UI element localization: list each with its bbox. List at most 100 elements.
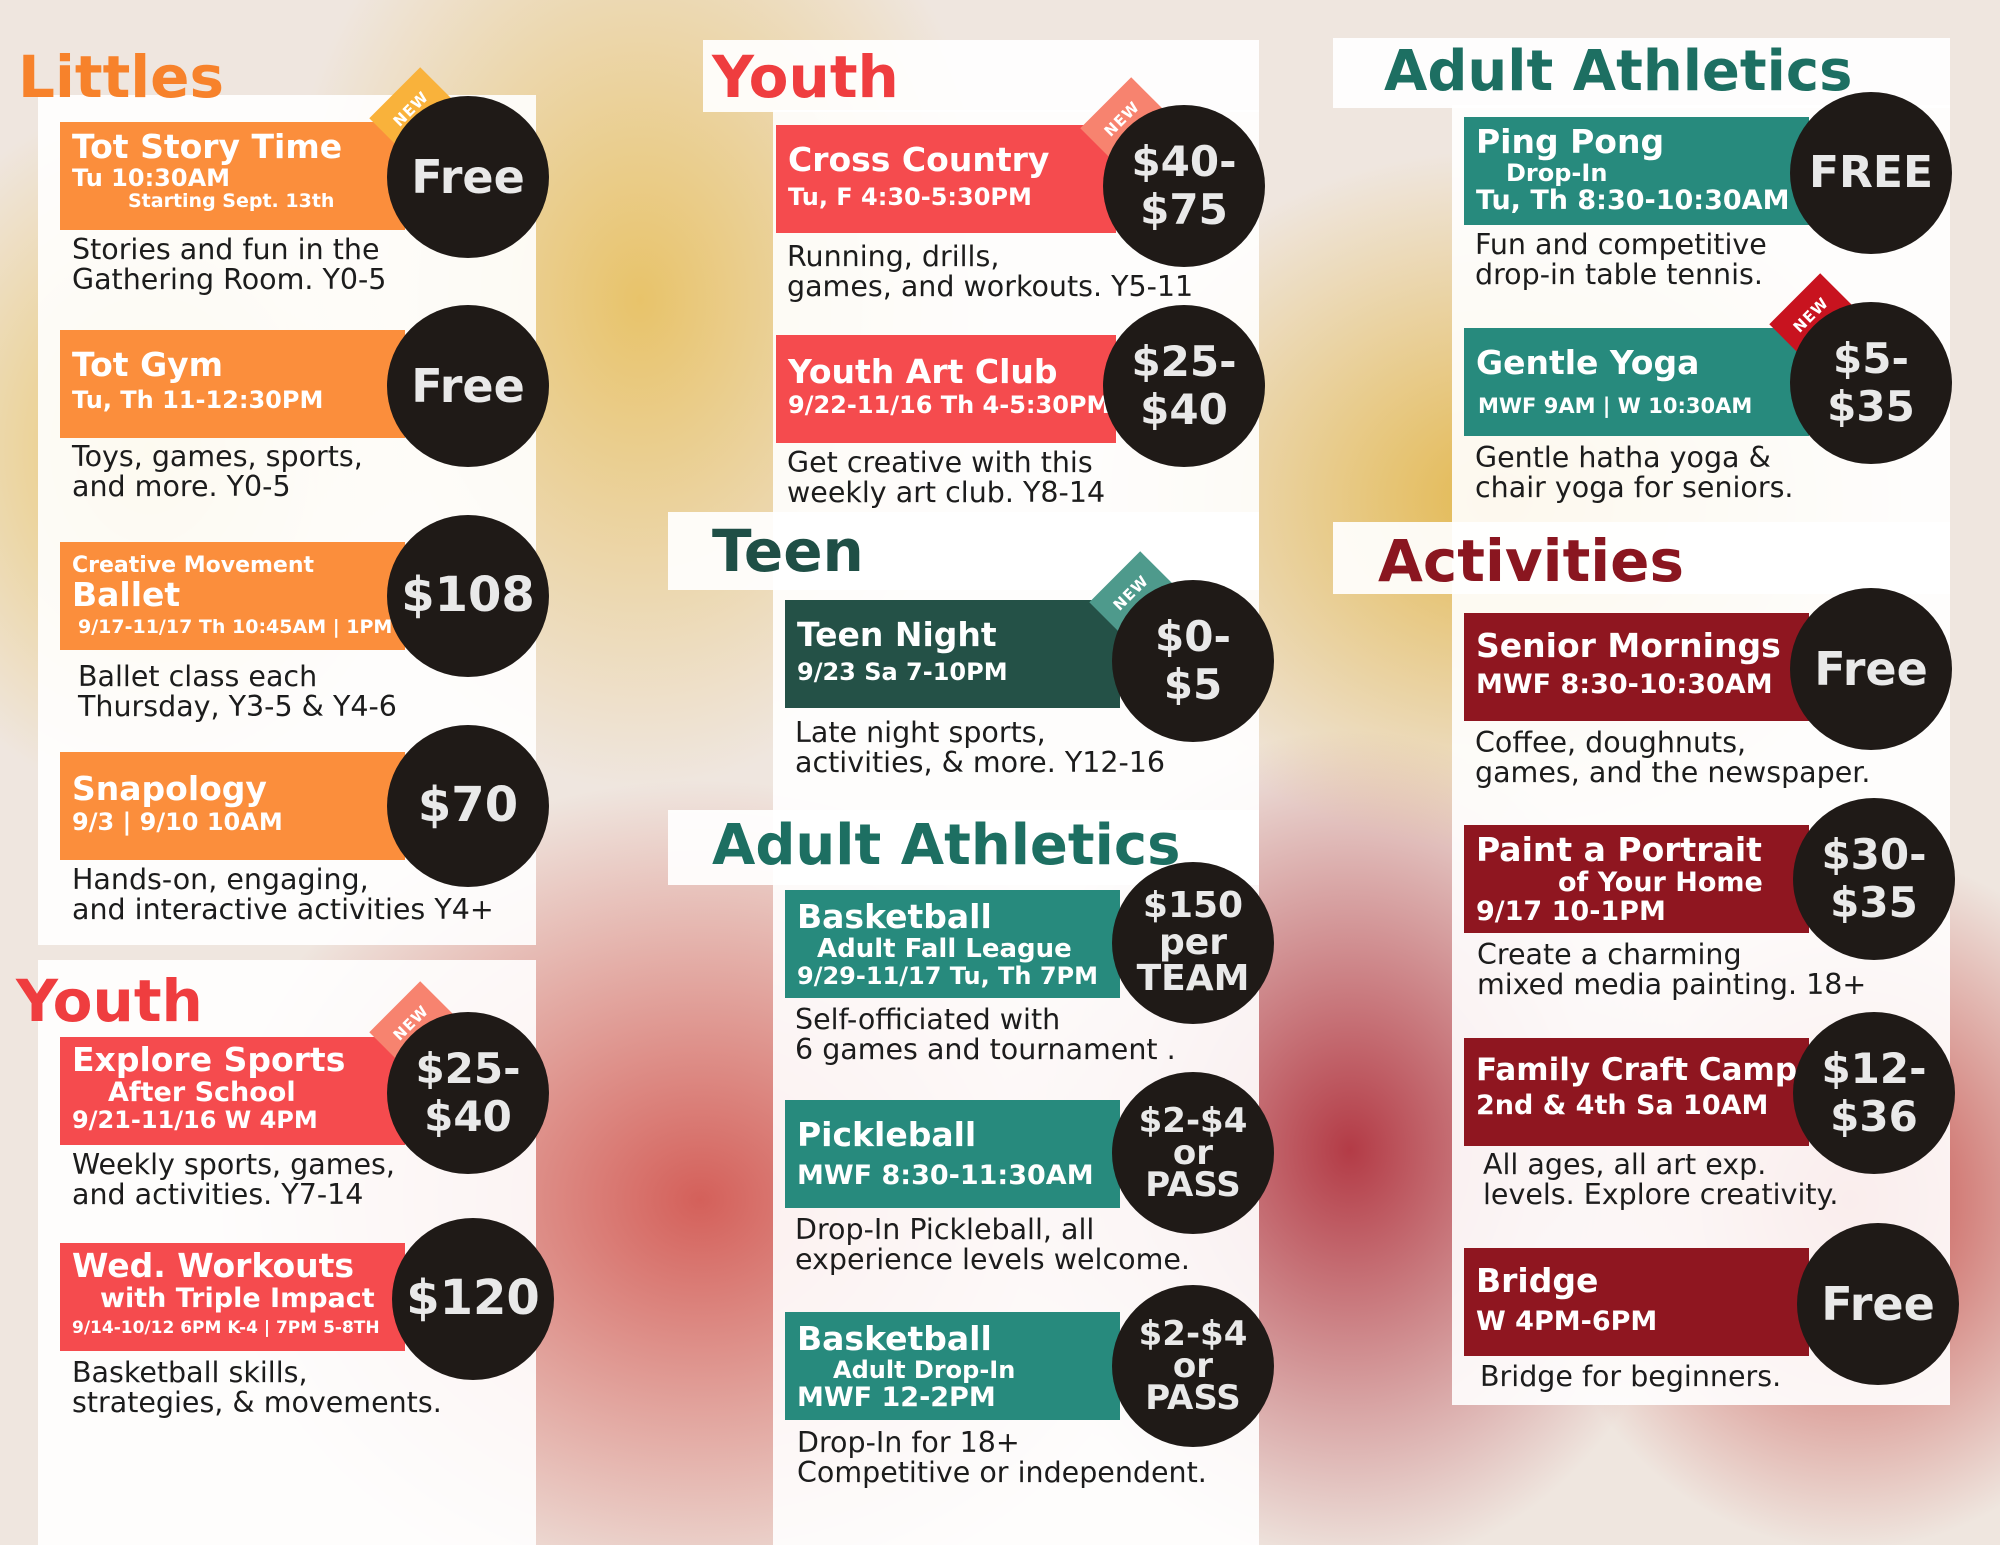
program-bar-ballet[interactable]: Creative Movement Ballet 9/17-11/17 Th 1…: [60, 542, 405, 650]
program-time: 9/22-11/16 Th 4-5:30PM: [788, 390, 1111, 419]
program-description: Late night sports, activities, & more. Y…: [795, 716, 1166, 780]
program-title: Ping Pong: [1476, 122, 1665, 161]
program-description: Basketball skills, strategies, & movemen…: [72, 1356, 442, 1420]
program-subtitle: of Your Home: [1558, 866, 1763, 898]
program-description: Stories and fun in the Gathering Room. Y…: [72, 233, 387, 297]
program-time: MWF 12-2PM: [797, 1382, 996, 1414]
program-time: MWF 9AM | W 10:30AM: [1478, 393, 1753, 418]
program-bar-gentle-yoga[interactable]: Gentle Yoga MWF 9AM | W 10:30AM: [1464, 328, 1809, 436]
program-description: Gentle hatha yoga & chair yoga for senio…: [1475, 441, 1794, 505]
program-title: Basketball: [797, 1319, 992, 1358]
price-circle: $120: [392, 1218, 554, 1380]
program-time: 9/23 Sa 7-10PM: [797, 657, 1008, 686]
program-subtitle: Adult Fall League: [817, 933, 1072, 964]
program-bar-explore-sports[interactable]: Explore Sports After School 9/21-11/16 W…: [60, 1037, 405, 1145]
program-bar-family-craft-camp[interactable]: Family Craft Camp 2nd & 4th Sa 10AM: [1464, 1038, 1809, 1146]
program-description: Coffee, doughnuts, games, and the newspa…: [1475, 726, 1871, 790]
program-description: All ages, all art exp. levels. Explore c…: [1483, 1148, 1839, 1212]
heading-bg-youth: [703, 40, 1259, 112]
price-circle: $30- $35: [1793, 798, 1955, 960]
program-description: Fun and competitive drop-in table tennis…: [1475, 228, 1767, 292]
heading-littles: Littles: [18, 43, 225, 111]
program-description: Bridge for beginners.: [1480, 1360, 1782, 1393]
program-title: Gentle Yoga: [1476, 343, 1700, 382]
heading-youth-left: Youth: [16, 967, 203, 1035]
program-bar-tot-gym[interactable]: Tot Gym Tu, Th 11-12:30PM: [60, 330, 405, 438]
price-circle: $0- $5: [1112, 580, 1274, 742]
program-description: Create a charming mixed media painting. …: [1477, 938, 1867, 1002]
program-title: Bridge: [1476, 1261, 1599, 1300]
program-description: Running, drills, games, and workouts. Y5…: [787, 240, 1194, 304]
price-circle: Free: [387, 96, 549, 258]
price-circle: Free: [387, 305, 549, 467]
program-time: 9/3 | 9/10 10AM: [72, 807, 283, 836]
program-bar-snapology[interactable]: Snapology 9/3 | 9/10 10AM: [60, 752, 405, 860]
program-bar-basketball-league[interactable]: Basketball Adult Fall League 9/29-11/17 …: [785, 890, 1120, 998]
program-bar-senior-mornings[interactable]: Senior Mornings MWF 8:30-10:30AM: [1464, 613, 1809, 721]
price-circle: $2-$4 or PASS: [1112, 1285, 1274, 1447]
program-bar-teen-night[interactable]: Teen Night 9/23 Sa 7-10PM: [785, 600, 1120, 708]
price-circle: $2-$4 or PASS: [1112, 1072, 1274, 1234]
program-bar-pickleball[interactable]: Pickleball MWF 8:30-11:30AM: [785, 1100, 1120, 1208]
program-description: Get creative with this weekly art club. …: [787, 446, 1106, 510]
program-subtitle: with Triple Impact: [100, 1282, 375, 1314]
program-title: Family Craft Camp: [1476, 1052, 1798, 1088]
program-bar-youth-art-club[interactable]: Youth Art Club 9/22-11/16 Th 4-5:30PM: [776, 335, 1116, 443]
program-title: Pickleball: [797, 1115, 977, 1154]
program-description: Ballet class each Thursday, Y3-5 & Y4-6: [78, 660, 397, 724]
program-time: Tu, Th 11-12:30PM: [72, 385, 324, 414]
price-circle: $108: [387, 515, 549, 677]
heading-adult-athletics-right: Adult Athletics: [1384, 39, 1853, 104]
program-subtitle: Adult Drop-In: [833, 1355, 1016, 1384]
program-title: Senior Mornings: [1476, 626, 1781, 665]
program-time: 9/21-11/16 W 4PM: [72, 1106, 318, 1135]
program-subtitle: After School: [108, 1076, 296, 1108]
program-time: W 4PM-6PM: [1476, 1305, 1658, 1337]
program-time: 9/17-11/17 Th 10:45AM | 1PM: [78, 615, 393, 638]
program-description: Hands-on, engaging, and interactive acti…: [72, 863, 494, 927]
program-title: Youth Art Club: [788, 352, 1058, 391]
price-circle: FREE: [1790, 92, 1952, 254]
program-bar-ping-pong[interactable]: Ping Pong Drop-In Tu, Th 8:30-10:30AM: [1464, 117, 1809, 225]
price-circle: Free: [1790, 588, 1952, 750]
program-bar-wed-workouts[interactable]: Wed. Workouts with Triple Impact 9/14-10…: [60, 1243, 405, 1351]
price-circle: $25- $40: [387, 1012, 549, 1174]
program-description: Self-officiated with 6 games and tournam…: [795, 1003, 1176, 1067]
program-time: Tu 10:30AM: [72, 163, 231, 192]
program-title: Ballet: [72, 575, 181, 615]
program-title: Paint a Portrait: [1476, 830, 1762, 869]
program-time: MWF 8:30-11:30AM: [797, 1159, 1094, 1191]
program-bar-paint-portrait[interactable]: Paint a Portrait of Your Home 9/17 10-1P…: [1464, 825, 1809, 933]
program-pretitle: Creative Movement: [72, 553, 315, 578]
program-start: Starting Sept. 13th: [128, 190, 335, 213]
program-bar-tot-story-time[interactable]: Tot Story Time Tu 10:30AM Starting Sept.…: [60, 122, 405, 230]
price-circle: $70: [387, 725, 549, 887]
program-bar-cross-country[interactable]: Cross Country Tu, F 4:30-5:30PM: [776, 125, 1116, 233]
heading-bg-activities: [1333, 522, 1950, 594]
price-circle: $5- $35: [1790, 302, 1952, 464]
program-time: 9/17 10-1PM: [1476, 896, 1666, 928]
program-time: Tu, F 4:30-5:30PM: [788, 182, 1032, 211]
program-title: Tot Story Time: [72, 127, 343, 166]
program-bar-basketball-dropin[interactable]: Basketball Adult Drop-In MWF 12-2PM: [785, 1312, 1120, 1420]
program-subtitle: Drop-In: [1506, 158, 1608, 187]
price-circle: $40- $75: [1103, 105, 1265, 267]
heading-adult-athletics-middle: Adult Athletics: [712, 813, 1181, 878]
program-bar-bridge[interactable]: Bridge W 4PM-6PM: [1464, 1248, 1809, 1356]
program-description: Weekly sports, games, and activities. Y7…: [72, 1148, 395, 1212]
program-time: 9/14-10/12 6PM K-4 | 7PM 5-8TH: [72, 1318, 380, 1339]
price-circle: Free: [1797, 1223, 1959, 1385]
program-description: Drop-In for 18+ Competitive or independe…: [797, 1426, 1207, 1490]
price-circle: $150 per TEAM: [1112, 862, 1274, 1024]
price-circle: $12- $36: [1793, 1012, 1955, 1174]
program-title: Teen Night: [797, 615, 997, 654]
program-title: Cross Country: [788, 140, 1050, 179]
heading-youth-middle: Youth: [712, 43, 899, 111]
heading-teen: Teen: [712, 517, 864, 585]
heading-activities: Activities: [1378, 527, 1685, 595]
program-description: Drop-In Pickleball, all experience level…: [795, 1213, 1190, 1277]
program-description: Toys, games, sports, and more. Y0-5: [72, 440, 363, 504]
program-time: Tu, Th 8:30-10:30AM: [1476, 185, 1790, 217]
program-title: Wed. Workouts: [72, 1246, 355, 1285]
program-title: Explore Sports: [72, 1040, 346, 1079]
